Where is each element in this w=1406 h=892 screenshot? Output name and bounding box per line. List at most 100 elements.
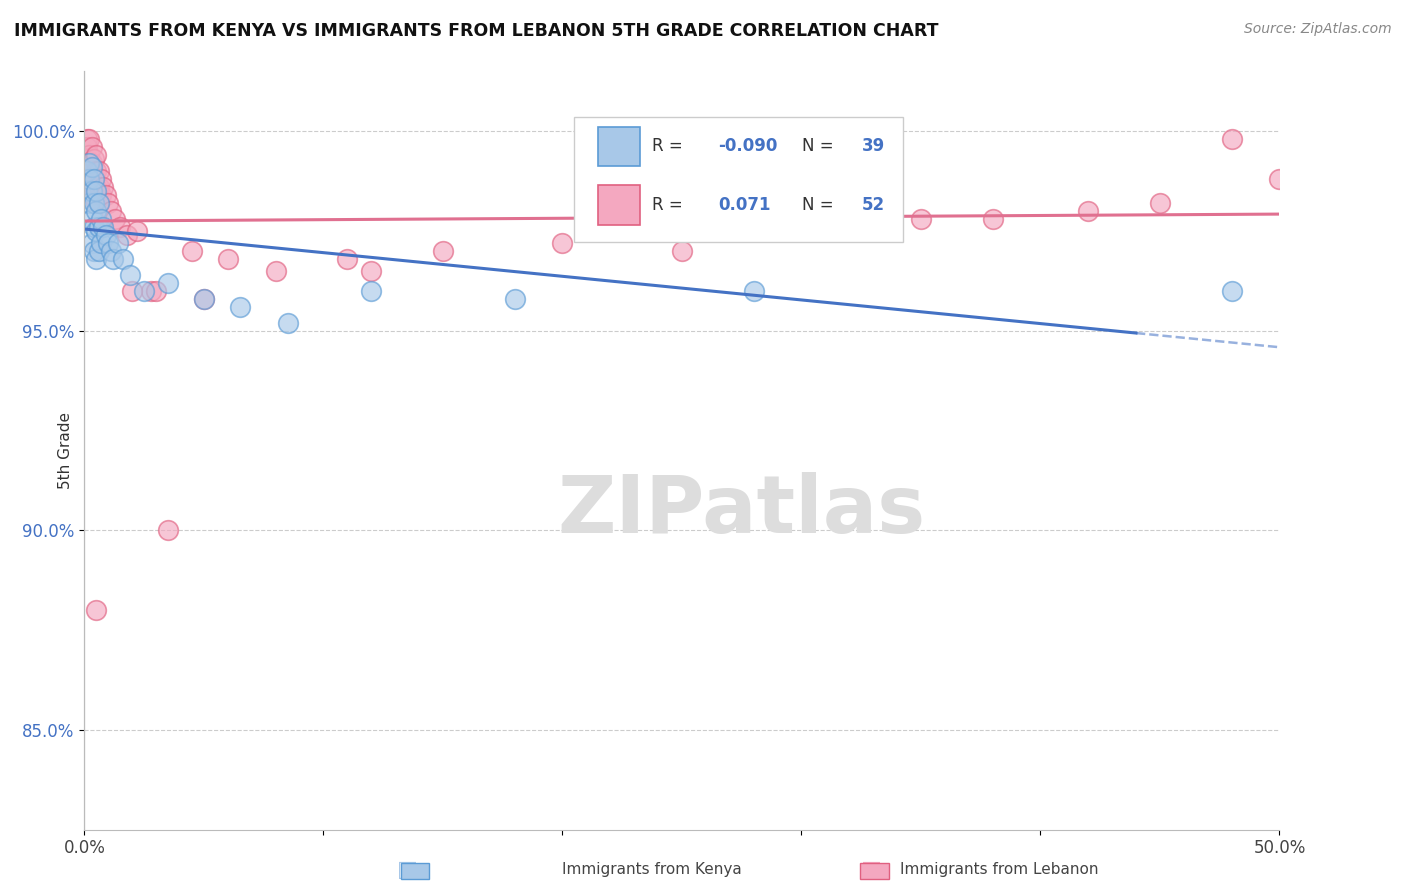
Point xyxy=(217,252,239,266)
Point xyxy=(742,224,765,238)
Point xyxy=(118,268,141,282)
Text: □: □ xyxy=(862,860,882,880)
Point xyxy=(157,276,180,290)
Point xyxy=(671,244,693,258)
Point xyxy=(111,252,134,266)
Point xyxy=(125,224,148,238)
Point xyxy=(1149,196,1171,211)
Point xyxy=(742,284,765,298)
Point xyxy=(94,188,117,202)
Point xyxy=(432,244,454,258)
Point xyxy=(910,212,932,227)
Text: N =: N = xyxy=(801,196,834,214)
Text: -0.090: -0.090 xyxy=(718,137,778,155)
Point xyxy=(77,180,100,194)
Text: ZIPatlas: ZIPatlas xyxy=(558,472,925,550)
Point xyxy=(90,235,112,250)
FancyBboxPatch shape xyxy=(599,186,640,225)
Point xyxy=(336,252,359,266)
Point xyxy=(77,156,100,170)
Point xyxy=(87,219,110,234)
Point xyxy=(80,212,103,227)
Point xyxy=(87,196,110,211)
Point xyxy=(264,264,287,278)
FancyBboxPatch shape xyxy=(575,117,903,242)
Point xyxy=(76,164,98,178)
Point xyxy=(110,219,132,234)
Point xyxy=(503,292,526,306)
Point xyxy=(90,172,112,186)
Point xyxy=(87,180,110,194)
Point xyxy=(229,300,252,314)
Point xyxy=(83,219,105,234)
Point xyxy=(157,523,180,537)
Point xyxy=(101,252,124,266)
Point xyxy=(77,132,100,146)
Point xyxy=(121,284,143,298)
Point xyxy=(86,196,108,211)
Text: 39: 39 xyxy=(862,137,884,155)
Point xyxy=(83,244,105,258)
Point xyxy=(83,196,105,211)
Point xyxy=(80,172,103,186)
Point xyxy=(80,160,103,174)
Point xyxy=(86,148,108,162)
Point xyxy=(86,184,108,198)
Point xyxy=(93,219,115,234)
Point xyxy=(83,168,105,182)
Point xyxy=(93,180,115,194)
Point xyxy=(86,252,108,266)
Point xyxy=(80,188,103,202)
Point xyxy=(1268,172,1291,186)
Point xyxy=(1077,204,1099,219)
Text: □: □ xyxy=(398,860,418,880)
Point xyxy=(104,212,127,227)
Y-axis label: 5th Grade: 5th Grade xyxy=(58,412,73,489)
Point xyxy=(90,188,112,202)
Point xyxy=(76,140,98,154)
Point xyxy=(1220,284,1243,298)
Point xyxy=(107,235,129,250)
Point xyxy=(77,172,100,186)
Text: Source: ZipAtlas.com: Source: ZipAtlas.com xyxy=(1244,22,1392,37)
Point xyxy=(83,184,105,198)
Point xyxy=(76,132,98,146)
Point xyxy=(86,164,108,178)
Point xyxy=(76,184,98,198)
Point xyxy=(80,140,103,154)
Point xyxy=(360,264,382,278)
Point xyxy=(76,152,98,166)
Text: Immigrants from Lebanon: Immigrants from Lebanon xyxy=(900,863,1098,877)
Point xyxy=(132,284,156,298)
Point xyxy=(97,235,120,250)
Point xyxy=(86,603,108,617)
Point xyxy=(80,156,103,170)
Point xyxy=(77,164,100,178)
Point xyxy=(87,164,110,178)
Text: 52: 52 xyxy=(862,196,884,214)
Text: IMMIGRANTS FROM KENYA VS IMMIGRANTS FROM LEBANON 5TH GRADE CORRELATION CHART: IMMIGRANTS FROM KENYA VS IMMIGRANTS FROM… xyxy=(14,22,939,40)
Text: Immigrants from Kenya: Immigrants from Kenya xyxy=(562,863,742,877)
Point xyxy=(551,235,574,250)
Text: R =: R = xyxy=(652,137,683,155)
Point xyxy=(141,284,163,298)
Text: R =: R = xyxy=(652,196,683,214)
Point xyxy=(193,292,215,306)
Point xyxy=(1220,132,1243,146)
Point xyxy=(360,284,382,298)
Point xyxy=(145,284,167,298)
Point xyxy=(86,180,108,194)
Point xyxy=(100,204,122,219)
Point xyxy=(86,224,108,238)
Point xyxy=(87,196,110,211)
Point xyxy=(100,244,122,258)
Point xyxy=(94,227,117,242)
Point xyxy=(97,196,120,211)
FancyBboxPatch shape xyxy=(599,127,640,166)
Point xyxy=(90,212,112,227)
Point xyxy=(181,244,204,258)
Point xyxy=(193,292,215,306)
Point xyxy=(86,204,108,219)
Point xyxy=(117,227,139,242)
Point xyxy=(80,184,103,198)
